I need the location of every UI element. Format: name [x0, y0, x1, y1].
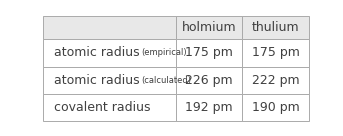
- Bar: [242, 67, 309, 94]
- Text: 175 pm: 175 pm: [251, 47, 299, 59]
- Bar: [43, 16, 176, 39]
- Bar: [242, 16, 309, 39]
- Text: atomic radius: atomic radius: [54, 47, 139, 59]
- Bar: [242, 39, 309, 67]
- Bar: [176, 39, 242, 67]
- Text: 192 pm: 192 pm: [185, 101, 233, 114]
- Text: 175 pm: 175 pm: [185, 47, 233, 59]
- Text: 226 pm: 226 pm: [185, 74, 233, 87]
- Text: thulium: thulium: [252, 21, 299, 34]
- Bar: [176, 16, 242, 39]
- Bar: [176, 94, 242, 121]
- Bar: [43, 67, 176, 94]
- Text: holmium: holmium: [182, 21, 236, 34]
- Bar: [242, 94, 309, 121]
- Bar: [43, 39, 176, 67]
- Bar: [43, 94, 176, 121]
- Bar: [176, 67, 242, 94]
- Text: covalent radius: covalent radius: [54, 101, 150, 114]
- Text: 190 pm: 190 pm: [252, 101, 299, 114]
- Text: 222 pm: 222 pm: [252, 74, 299, 87]
- Text: (empirical): (empirical): [141, 48, 187, 58]
- Text: (calculated): (calculated): [141, 76, 191, 85]
- Text: atomic radius: atomic radius: [54, 74, 139, 87]
